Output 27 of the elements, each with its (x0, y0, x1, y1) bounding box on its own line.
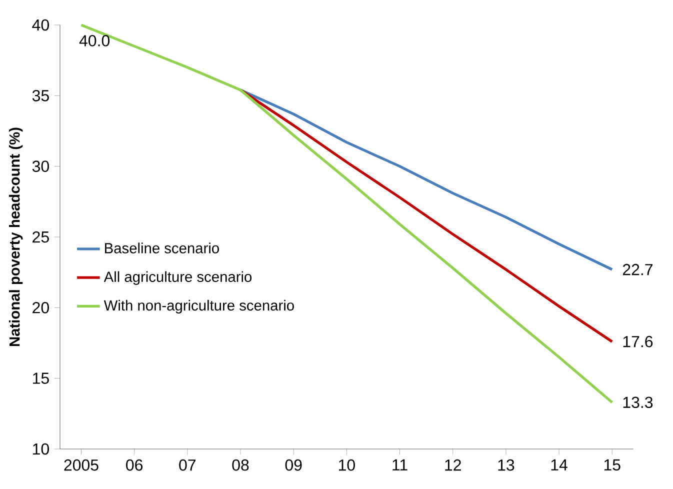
x-tick-label: 13 (498, 459, 514, 471)
legend-label: With non-agriculture scenario (104, 300, 294, 314)
x-tick-label: 14 (551, 459, 568, 470)
x-tick-label: 15 (604, 459, 620, 471)
x-tick-label: 2005 (64, 459, 98, 471)
x-tick-label: 11 (392, 459, 408, 470)
x-tick-label: 06 (126, 459, 143, 471)
x-tick-label: 07 (179, 459, 196, 471)
data-label: 40.0 (79, 35, 110, 46)
legend-label: All agriculture scenario (104, 271, 252, 285)
data-label: 13.3 (623, 396, 653, 408)
y-tick-label: 20 (32, 302, 49, 314)
y-tick-label: 30 (32, 160, 49, 172)
x-tick-label: 10 (338, 459, 355, 471)
y-tick-label: 10 (33, 443, 49, 455)
x-tick-label: 12 (445, 459, 461, 471)
y-tick-label: 40 (32, 19, 49, 31)
x-tick-label: 08 (232, 459, 249, 471)
data-label: 22.7 (622, 264, 652, 276)
data-label: 17.6 (623, 336, 653, 348)
x-tick-label: 09 (285, 459, 302, 471)
y-tick-label: 35 (32, 90, 49, 102)
legend-label: Baseline scenario (105, 242, 219, 254)
y-tick-label: 15 (33, 372, 49, 384)
line-series (80, 24, 614, 404)
y-tick-label: 25 (32, 231, 49, 243)
y-axis-title: National poverty headcount (%) (8, 128, 23, 346)
